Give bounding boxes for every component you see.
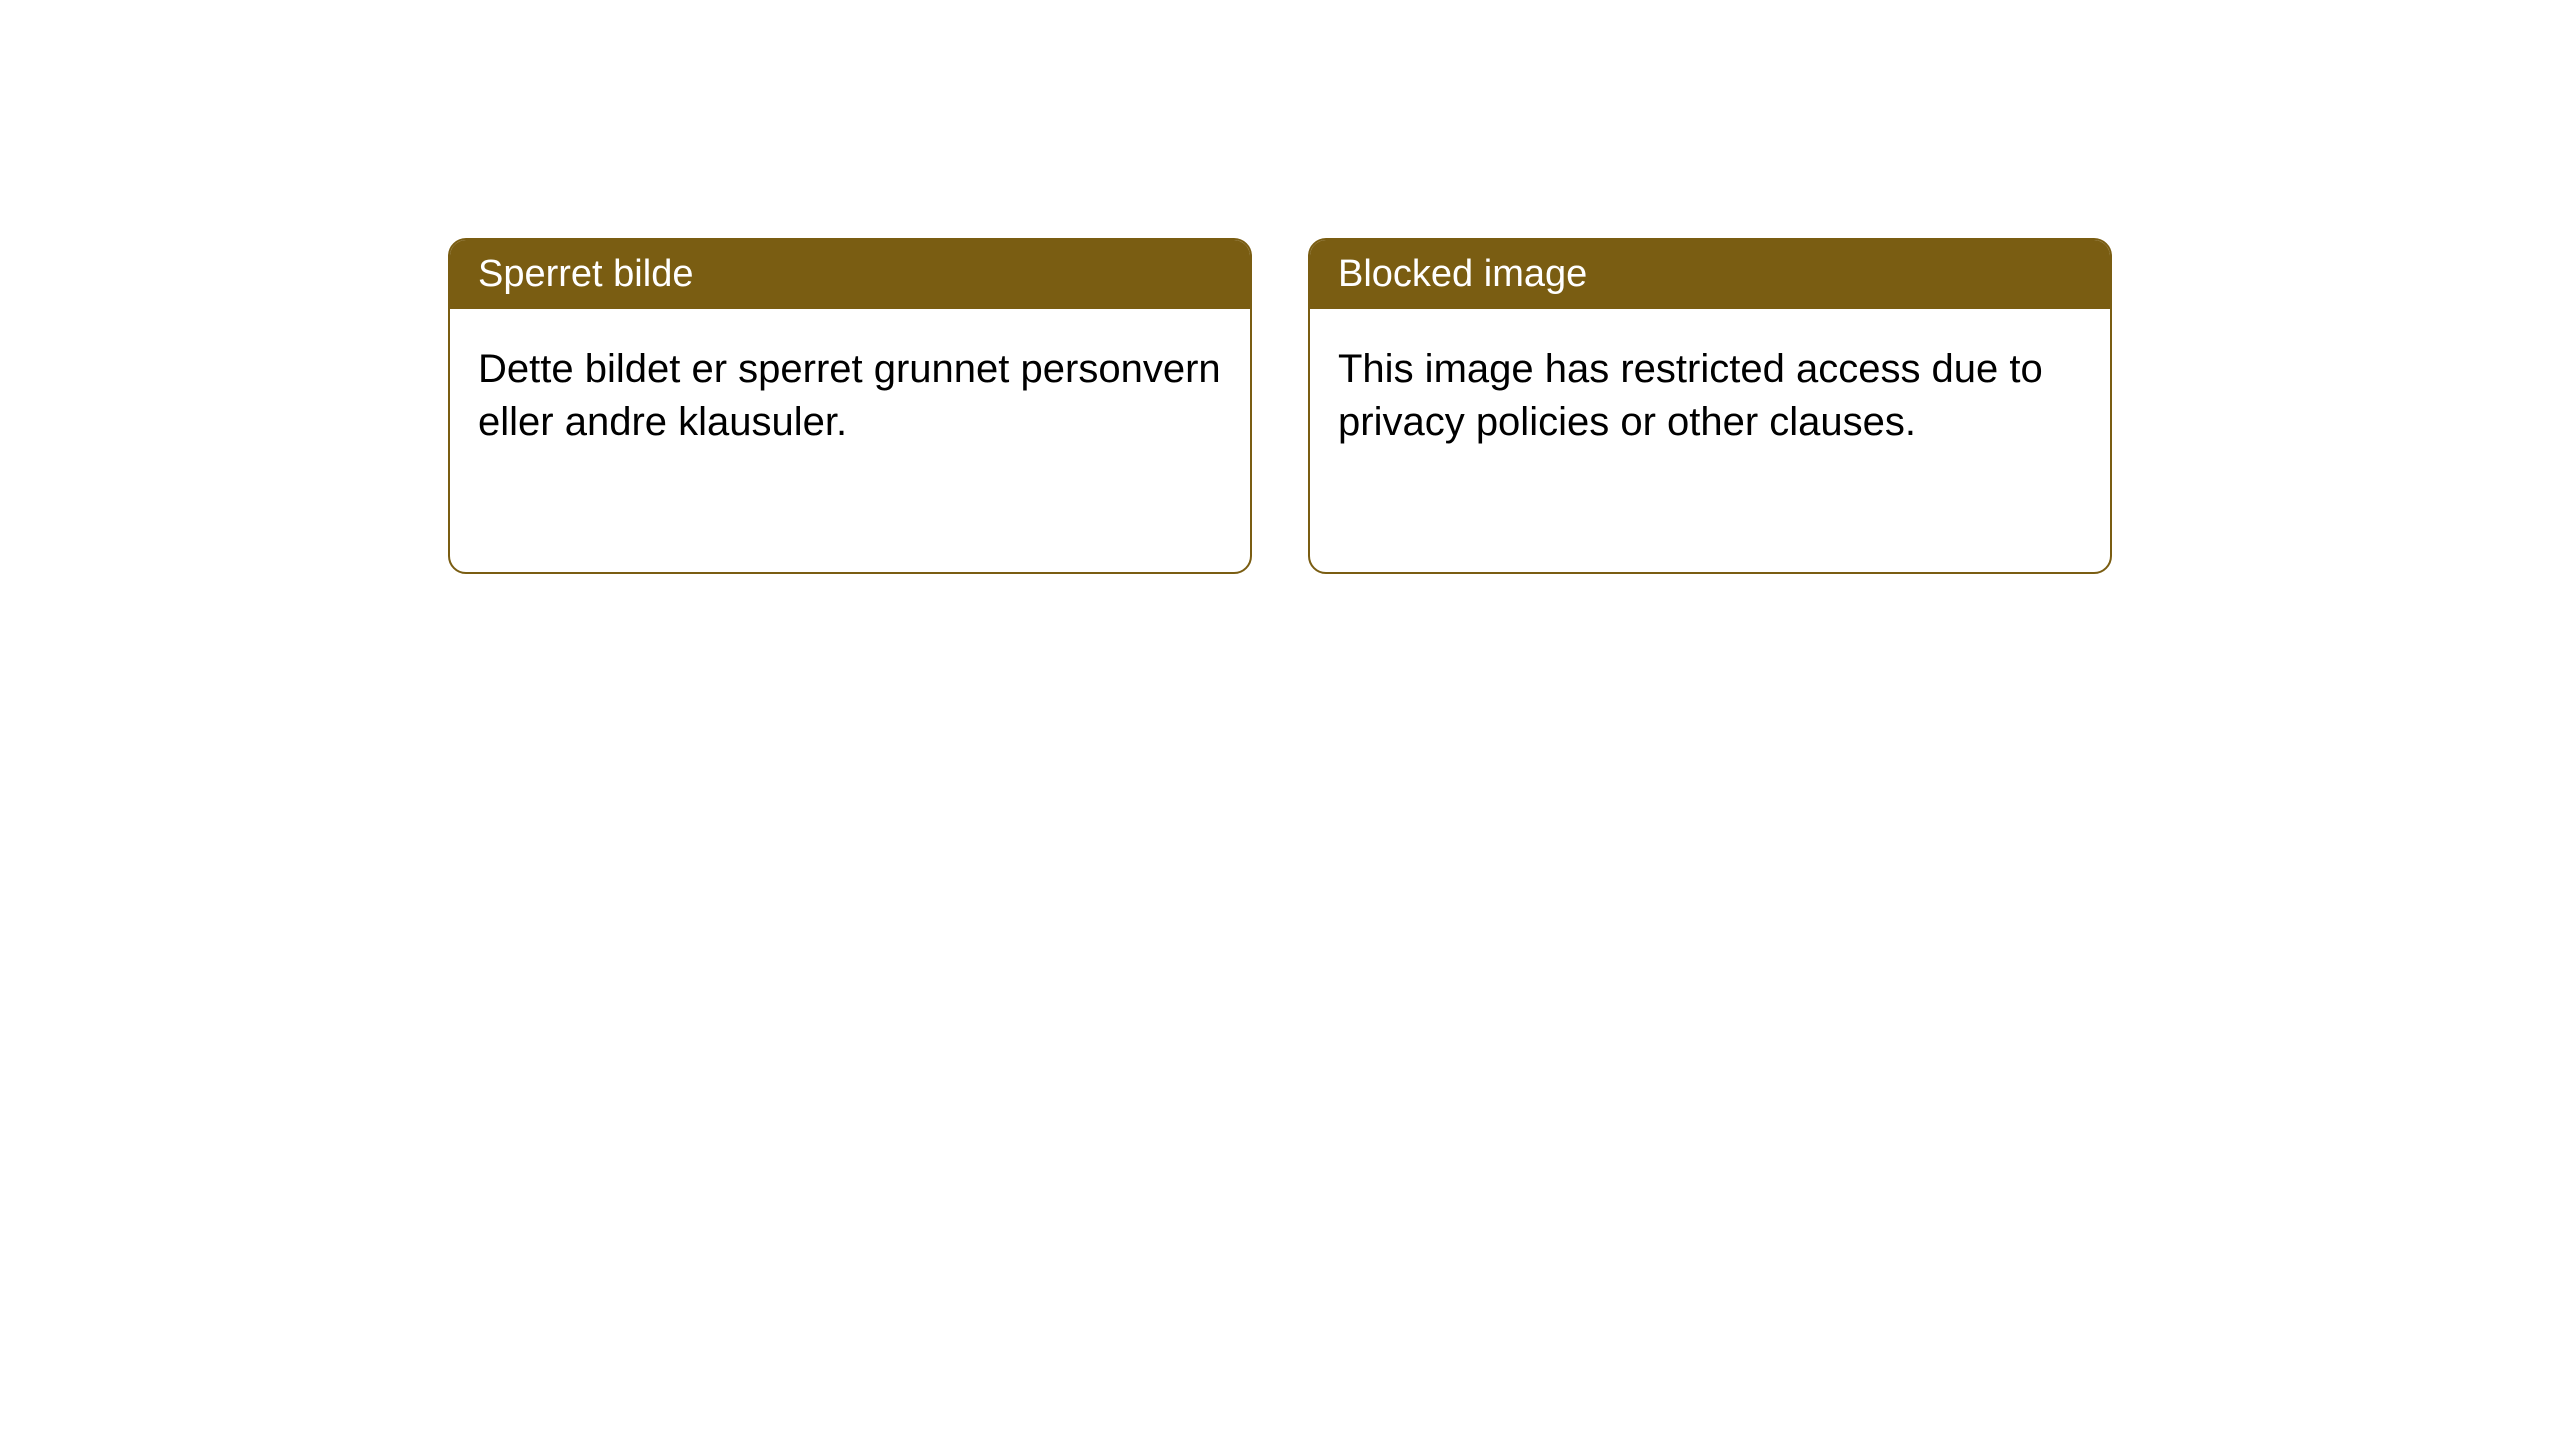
notice-body-english: This image has restricted access due to … [1310, 309, 2110, 483]
notice-card-english: Blocked image This image has restricted … [1308, 238, 2112, 574]
notice-title-norwegian: Sperret bilde [450, 240, 1250, 309]
notice-card-norwegian: Sperret bilde Dette bildet er sperret gr… [448, 238, 1252, 574]
notice-body-norwegian: Dette bildet er sperret grunnet personve… [450, 309, 1250, 483]
notice-container: Sperret bilde Dette bildet er sperret gr… [0, 0, 2560, 574]
notice-title-english: Blocked image [1310, 240, 2110, 309]
